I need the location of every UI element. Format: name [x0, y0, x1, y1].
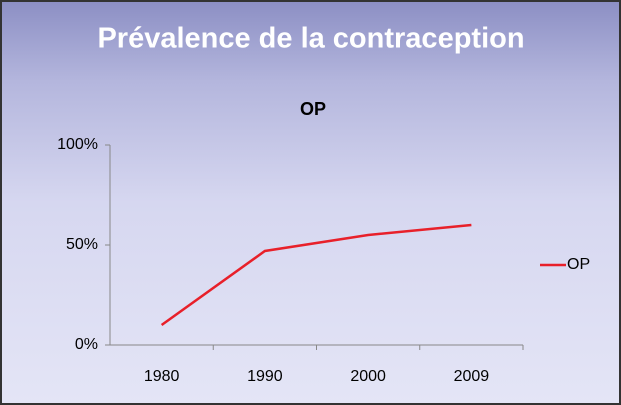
x-tick-label: 1980 [144, 368, 180, 385]
line-series [160, 223, 472, 327]
x-tick-label: 1990 [247, 368, 283, 385]
legend-label: OP [567, 256, 590, 273]
y-tick-label: 50% [66, 236, 98, 253]
y-tick-label: 0% [75, 336, 98, 353]
x-tick-label: 2009 [454, 368, 490, 385]
x-tick-label: 2000 [350, 368, 386, 385]
y-tick-label: 100% [57, 136, 98, 153]
slide-title: Prévalence de la contraception [97, 23, 524, 55]
chart-title: OP [300, 99, 326, 119]
